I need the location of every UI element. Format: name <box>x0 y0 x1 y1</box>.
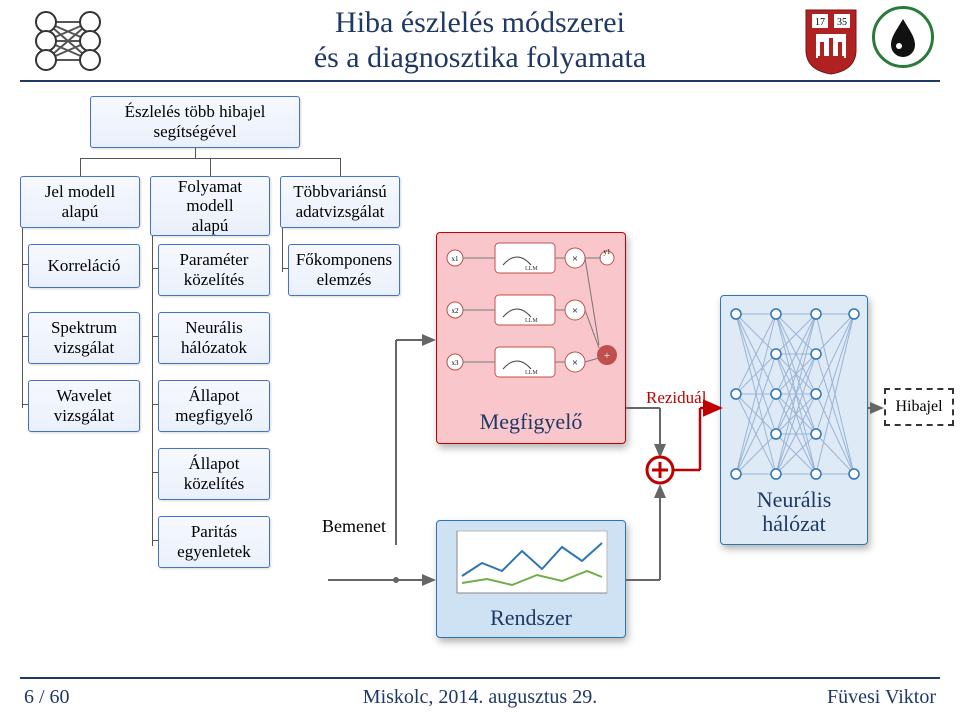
label: Többvariánsú adatvizsgálat <box>293 182 386 221</box>
crest-year-right: 35 <box>837 17 847 28</box>
label: Paraméter közelítés <box>180 250 249 289</box>
svg-text:x3: x3 <box>452 359 460 367</box>
neural-net-panel-icon <box>721 296 869 492</box>
connector <box>152 268 158 269</box>
svg-text:LLM: LLM <box>525 266 538 272</box>
connector <box>22 336 28 337</box>
label: Korreláció <box>48 256 121 276</box>
connector <box>22 228 23 408</box>
label: Főkomponens elemzés <box>296 250 392 289</box>
nn-panel: Neurális hálózat <box>720 295 868 545</box>
label: Jel modell alapú <box>45 182 115 221</box>
svg-text:y1: y1 <box>604 248 612 256</box>
svg-text:LLM: LLM <box>525 370 538 376</box>
university-crest-icon: 17 35 <box>802 6 860 76</box>
nn-label: Neurális hálózat <box>721 488 867 536</box>
tree-c2-5: Paritás egyenletek <box>158 516 270 568</box>
connector <box>80 158 81 176</box>
connector <box>152 336 158 337</box>
svg-text:LLM: LLM <box>525 318 538 324</box>
connector <box>210 158 211 176</box>
crest-year-left: 17 <box>815 17 825 28</box>
bemenet-label: Bemenet <box>322 516 386 537</box>
label: Állapot megfigyelő <box>175 386 252 425</box>
connector <box>152 404 158 405</box>
tree-c2-2: Neurális hálózatok <box>158 312 270 364</box>
rendszer-label: Rendszer <box>437 605 625 631</box>
label: Folyamat modell alapú <box>178 177 242 236</box>
tree-c3-1: Főkomponens elemzés <box>288 244 400 296</box>
footer-mid: Miskolc, 2014. augusztus 29. <box>0 686 960 709</box>
connector <box>22 264 28 265</box>
connector <box>152 472 158 473</box>
title-line1: Hiba észlelés módszerei <box>335 6 625 39</box>
tree-c1-0: Jel modell alapú <box>20 176 140 228</box>
observer-internal-icon: LLM × y1 LLM × + LLM × x1 x2 x3 <box>437 233 627 403</box>
hibajel-box: Hibajel <box>884 388 954 426</box>
label: Wavelet vizsgálat <box>54 386 114 425</box>
svg-text:×: × <box>572 305 578 317</box>
system-plot-icon <box>437 521 627 605</box>
connector <box>22 404 28 405</box>
title-rule <box>20 80 940 82</box>
neural-net-icon <box>28 8 108 74</box>
footer-author: Füvesi Viktor <box>827 686 936 709</box>
rendszer-panel: Rendszer <box>436 520 626 638</box>
connector <box>152 236 153 546</box>
svg-text:x2: x2 <box>452 307 460 315</box>
label: Neurális hálózatok <box>181 318 247 357</box>
title-line2: és a diagnosztika folyamata <box>314 41 646 74</box>
tree-c1-3: Wavelet vizsgálat <box>28 380 140 432</box>
connector <box>152 540 158 541</box>
label: Állapot közelítés <box>184 454 244 493</box>
connector <box>282 268 288 269</box>
svg-text:×: × <box>572 357 578 369</box>
rezidual-label: Reziduál <box>646 388 706 408</box>
label: Paritás egyenletek <box>177 522 251 561</box>
tree-root-label: Észlelés több hibajel segítségével <box>125 102 266 141</box>
tree-c2-3: Állapot megfigyelő <box>158 380 270 432</box>
connector <box>195 148 196 158</box>
tree-c1-2: Spektrum vizsgálat <box>28 312 140 364</box>
svg-text:+: + <box>604 350 610 362</box>
hibajel-label: Hibajel <box>895 398 942 416</box>
megfigyelo-panel: LLM × y1 LLM × + LLM × x1 x2 x3 <box>436 232 626 444</box>
label: Spektrum vizsgálat <box>51 318 117 357</box>
tree-c1-1: Korreláció <box>28 244 140 288</box>
connector <box>282 228 283 272</box>
institute-badge-icon <box>872 6 934 68</box>
connector <box>340 158 341 176</box>
tree-c2-0: Folyamat modell alapú <box>150 176 270 236</box>
tree-c3-0: Többvariánsú adatvizsgálat <box>280 176 400 228</box>
tree-root: Észlelés több hibajel segítségével <box>90 96 300 148</box>
svg-text:×: × <box>572 253 578 265</box>
tree-c2-4: Állapot közelítés <box>158 448 270 500</box>
svg-text:x1: x1 <box>452 255 460 263</box>
megfigyelo-label: Megfigyelő <box>437 409 625 435</box>
footer-rule <box>20 677 940 679</box>
tree-c2-1: Paraméter közelítés <box>158 244 270 296</box>
